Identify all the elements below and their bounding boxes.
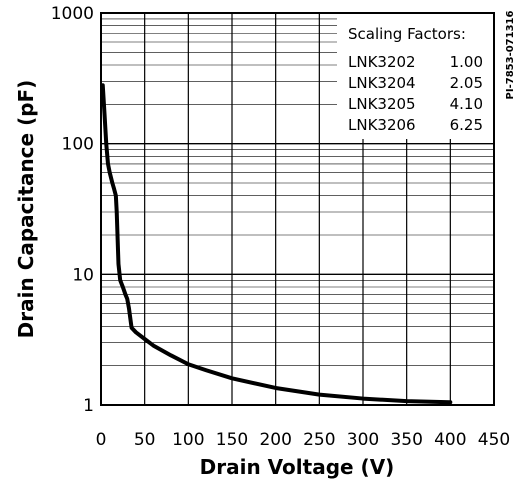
- series-line-0: [100, 83, 453, 405]
- legend-factor-lnk3204: 2.05: [450, 74, 483, 92]
- legend-part-lnk3202: LNK3202: [348, 53, 416, 71]
- x-tick-label: 450: [478, 430, 510, 450]
- x-tick-label: 250: [303, 430, 335, 450]
- plot-frame: [100, 12, 495, 406]
- legend-part-lnk3205: LNK3205: [348, 95, 416, 113]
- y-tick-labels: 1 10 100 1000: [51, 4, 94, 416]
- y-tick-label: 1: [83, 396, 94, 416]
- y-tick-label: 10: [72, 265, 94, 285]
- legend-part-lnk3206: LNK3206: [348, 116, 416, 134]
- figure-code: PI-7853-071316: [505, 10, 516, 99]
- x-tick-label: 0: [96, 430, 107, 450]
- x-tick-label: 350: [390, 430, 422, 450]
- x-tick-label: 400: [434, 430, 466, 450]
- x-tick-label: 100: [172, 430, 204, 450]
- x-tick-label: 300: [347, 430, 379, 450]
- y-tick-label: 1000: [51, 4, 94, 24]
- x-tick-label: 150: [216, 430, 248, 450]
- series-layer: [100, 83, 453, 405]
- x-tick-label: 50: [134, 430, 156, 450]
- legend-factor-lnk3206: 6.25: [450, 116, 483, 134]
- legend-factor-lnk3205: 4.10: [450, 95, 483, 113]
- x-axis-title: Drain Voltage (V): [200, 455, 395, 479]
- minor-gridlines: [101, 18, 494, 366]
- legend-box: [337, 18, 494, 139]
- legend-factor-lnk3202: 1.00: [450, 53, 483, 71]
- y-tick-label: 100: [62, 135, 94, 155]
- x-tick-label: 200: [259, 430, 291, 450]
- x-tick-labels: 0 50 100 150 200 250 300 350 400 450: [96, 430, 511, 450]
- y-axis-title: Drain Capacitance (pF): [14, 80, 38, 339]
- legend-part-lnk3204: LNK3204: [348, 74, 416, 92]
- legend-title: Scaling Factors:: [348, 25, 466, 43]
